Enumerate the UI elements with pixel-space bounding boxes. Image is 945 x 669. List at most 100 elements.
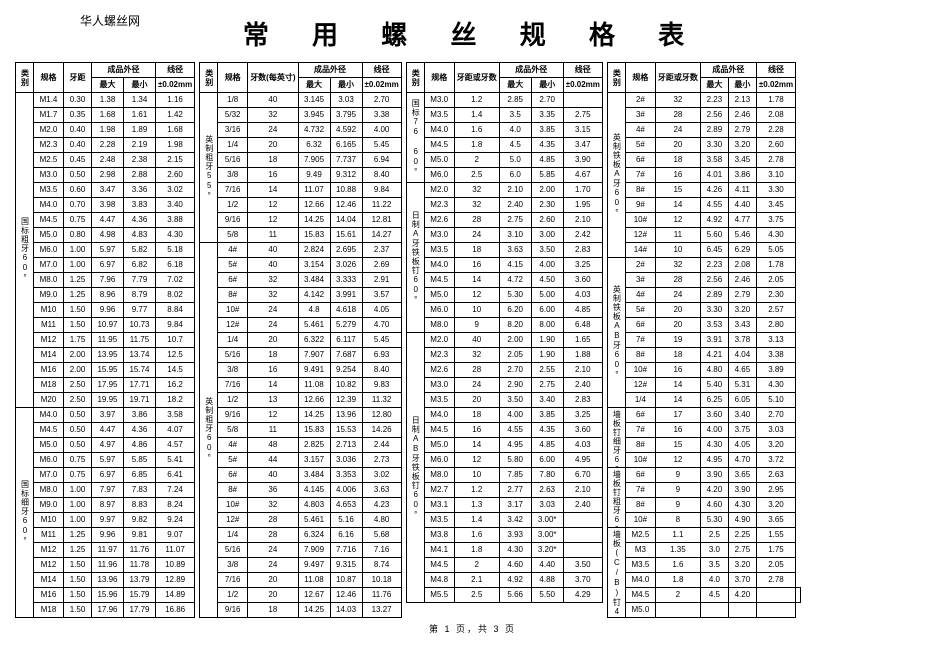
cell: M11	[34, 528, 64, 543]
table-row: 3/16244.7324.5924.00	[200, 123, 402, 138]
section-label: 国标细牙60°	[16, 408, 34, 618]
cell: 4#	[218, 243, 248, 258]
cell: 11.07	[156, 543, 195, 558]
cell: M3.5	[34, 183, 64, 198]
cell: 1.3	[454, 498, 499, 513]
cell: 3.945	[298, 108, 330, 123]
cell: 3/8	[218, 363, 248, 378]
cell: 11.07	[298, 183, 330, 198]
cell: 4.15	[499, 258, 531, 273]
col-tol: ±0.02mm	[756, 78, 795, 93]
cell: 2.83	[563, 243, 602, 258]
table-row: 8#154.264.113.30	[607, 183, 800, 198]
cell: 3.78	[728, 333, 756, 348]
col-wire-dia: 线径	[156, 63, 195, 78]
cell: 3.75	[756, 213, 795, 228]
cell: 1.00	[64, 498, 92, 513]
cell: 11.08	[298, 378, 330, 393]
cell: M4.0	[424, 408, 454, 423]
cell: M4.5	[625, 588, 655, 603]
cell: 13.96	[92, 573, 124, 588]
cell: 3.40	[728, 408, 756, 423]
cell: 3.85	[531, 123, 563, 138]
cell: M3.5	[424, 393, 454, 408]
cell: 5.50	[531, 588, 563, 603]
cell: 3.60	[563, 423, 602, 438]
cell: 15.83	[298, 228, 330, 243]
cell: 9.96	[92, 303, 124, 318]
cell: 6.45	[700, 243, 728, 258]
cell: 4.20	[700, 483, 728, 498]
cell: 11.76	[124, 543, 156, 558]
cell: 24	[454, 378, 499, 393]
cell: 2.10	[563, 363, 602, 378]
cell: 17.79	[124, 603, 156, 618]
table-row: 1/4286.3246.165.68	[200, 528, 402, 543]
cell: 10.82	[330, 378, 362, 393]
cell: 6.00	[531, 453, 563, 468]
table-row: 墙板(C/B)钉40°M2.51.12.52.251.55	[607, 528, 800, 543]
cell: 1/2	[218, 198, 248, 213]
cell: 2.30	[756, 288, 795, 303]
table-row: 7#164.003.753.03	[607, 423, 800, 438]
table-row: M3.5183.633.502.83	[406, 243, 602, 258]
cell: 32	[248, 288, 298, 303]
cell: 9	[655, 498, 700, 513]
table-row: M2.3322.402.301.95	[406, 198, 602, 213]
cell: 2.23	[700, 258, 728, 273]
cell: 3.47	[563, 138, 602, 153]
table-row: M202.5019.9519.7118.2	[16, 393, 195, 408]
cell: M5.0	[34, 438, 64, 453]
col-pitch-cnt: 牙数(每英寸)	[248, 63, 298, 93]
table-row: M3.51.43.53.352.75	[406, 108, 602, 123]
cell: 1.68	[92, 108, 124, 123]
cell: 2.825	[298, 438, 330, 453]
cell: 5.31	[728, 378, 756, 393]
cell: 0.60	[64, 183, 92, 198]
cell: 3/8	[218, 168, 248, 183]
cell: 4.145	[298, 483, 330, 498]
cell: 3.36	[124, 183, 156, 198]
cell: 4.55	[700, 198, 728, 213]
cell: 1.50	[64, 303, 92, 318]
cell: 0.50	[64, 408, 92, 423]
cell: 40	[248, 258, 298, 273]
cell: M1.4	[34, 93, 64, 108]
cell: 4.92	[499, 573, 531, 588]
cell: 2.78	[756, 153, 795, 168]
cell: 4.5	[700, 588, 728, 603]
table-row: 8#94.604.303.20	[607, 498, 800, 513]
cell: M12	[34, 543, 64, 558]
table-row: M3.00.502.982.882.60	[16, 168, 195, 183]
cell: 3.00	[531, 228, 563, 243]
cell: 1.70	[563, 183, 602, 198]
cell: 14.04	[330, 213, 362, 228]
cell: 4.00	[499, 408, 531, 423]
cell: 6.324	[298, 528, 330, 543]
cell: 7#	[625, 483, 655, 498]
cell: 3.484	[298, 273, 330, 288]
cell: 4.67	[563, 168, 602, 183]
cell: 10#	[625, 213, 655, 228]
table-row: M111.5010.9710.739.84	[16, 318, 195, 333]
cell: 4.97	[92, 438, 124, 453]
cell: 1.2	[454, 483, 499, 498]
cell: 4.60	[499, 558, 531, 573]
cell: 7.85	[499, 468, 531, 483]
cell: 9.49	[298, 168, 330, 183]
cell: 3.83	[124, 198, 156, 213]
cell: 2.83	[563, 393, 602, 408]
cell: 4.77	[728, 213, 756, 228]
cell: 0.50	[64, 438, 92, 453]
cell: 15.74	[124, 363, 156, 378]
cell: 10.97	[92, 318, 124, 333]
cell: 3.03	[330, 93, 362, 108]
cell: 16.2	[156, 378, 195, 393]
cell	[796, 588, 801, 603]
cell: 1.1	[655, 528, 700, 543]
cell: 9/16	[218, 603, 248, 618]
cell: M11	[34, 318, 64, 333]
cell: 3.57	[362, 288, 401, 303]
cell: M5.0	[625, 603, 655, 618]
cell: 24	[248, 558, 298, 573]
